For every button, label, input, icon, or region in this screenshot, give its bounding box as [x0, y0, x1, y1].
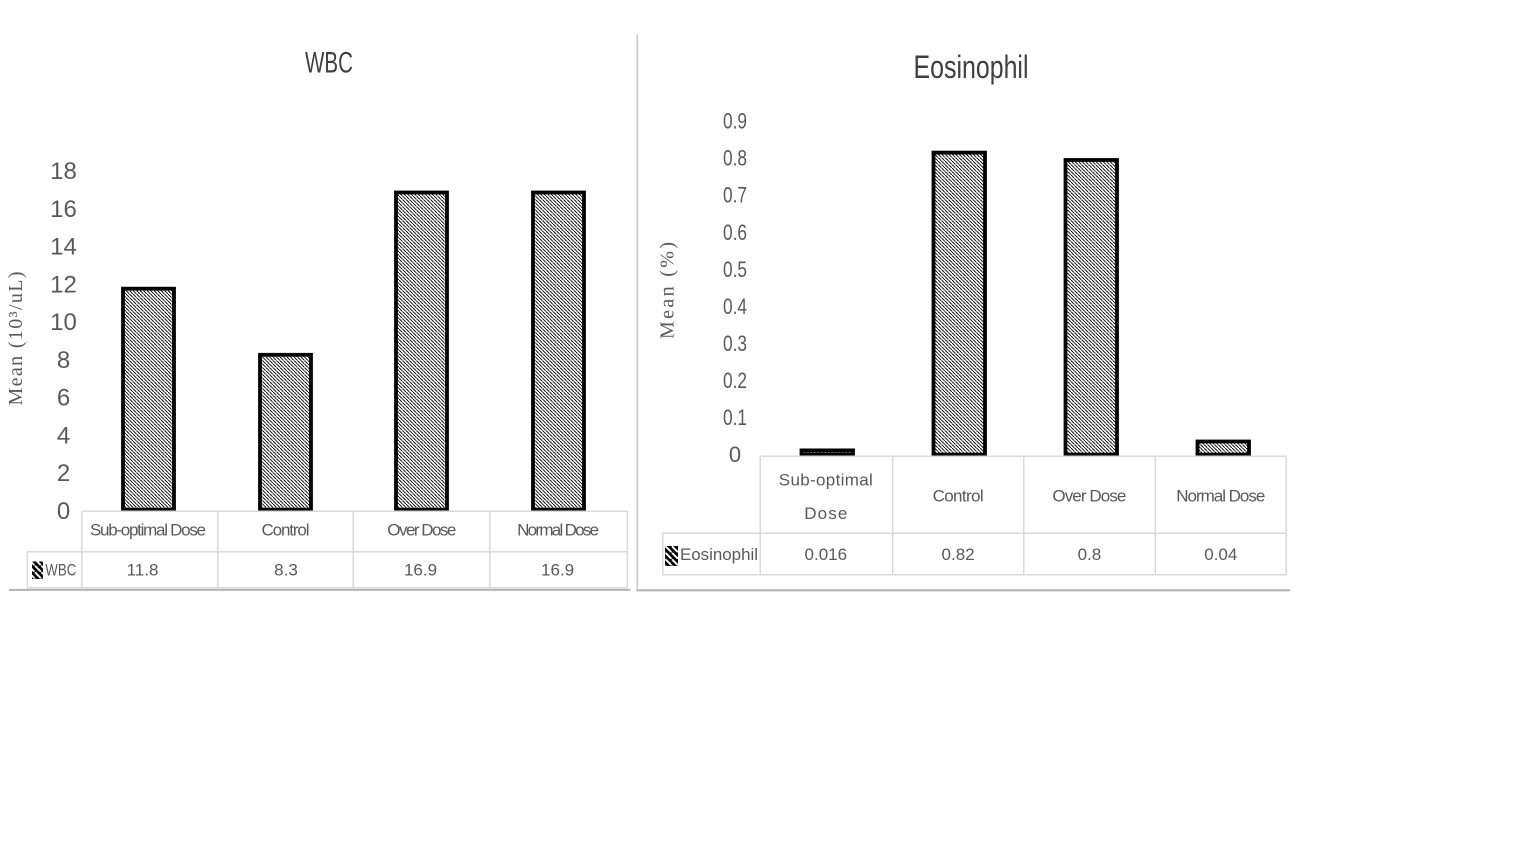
- svg-text:0: 0: [57, 498, 70, 525]
- svg-text:16.9: 16.9: [404, 560, 437, 579]
- svg-text:WBC: WBC: [305, 47, 353, 80]
- svg-text:8.3: 8.3: [274, 560, 298, 579]
- svg-text:0.016: 0.016: [805, 545, 848, 564]
- svg-text:0: 0: [729, 442, 741, 467]
- svg-text:2: 2: [57, 460, 70, 487]
- svg-text:0.2: 0.2: [723, 368, 747, 393]
- svg-text:Mean (%): Mean (%): [657, 242, 679, 339]
- svg-text:4: 4: [57, 422, 70, 449]
- svg-text:Sub-optimal: Sub-optimal: [779, 471, 873, 490]
- svg-text:Normal Dose: Normal Dose: [517, 520, 599, 539]
- svg-text:Eosinophil: Eosinophil: [914, 49, 1029, 85]
- svg-text:0.4: 0.4: [723, 294, 747, 319]
- svg-text:0.9: 0.9: [723, 109, 747, 134]
- svg-text:Control: Control: [262, 520, 310, 539]
- svg-text:16.9: 16.9: [541, 560, 574, 579]
- svg-text:Over Dose: Over Dose: [387, 520, 456, 539]
- svg-text:0.3: 0.3: [723, 331, 747, 356]
- svg-text:16: 16: [50, 196, 77, 223]
- svg-text:11.8: 11.8: [127, 560, 159, 579]
- svg-text:Over Dose: Over Dose: [1052, 487, 1126, 506]
- svg-text:0.8: 0.8: [723, 146, 747, 171]
- svg-text:Control: Control: [933, 487, 984, 506]
- svg-text:10: 10: [50, 309, 77, 336]
- svg-text:0.8: 0.8: [1078, 545, 1102, 564]
- svg-text:0.1: 0.1: [723, 405, 747, 430]
- svg-text:0.82: 0.82: [942, 545, 975, 564]
- svg-text:Mean (10³/uL): Mean (10³/uL): [5, 272, 27, 406]
- svg-text:6: 6: [57, 385, 70, 412]
- svg-text:Normal Dose: Normal Dose: [1176, 487, 1265, 506]
- svg-text:Dose: Dose: [804, 504, 847, 523]
- svg-text:WBC: WBC: [45, 560, 76, 579]
- svg-text:0.5: 0.5: [723, 257, 747, 282]
- svg-text:Eosinophil: Eosinophil: [680, 545, 758, 564]
- svg-text:Sub-optimal Dose: Sub-optimal Dose: [90, 520, 206, 539]
- svg-text:18: 18: [50, 158, 77, 185]
- svg-text:0.7: 0.7: [723, 183, 747, 208]
- svg-text:12: 12: [50, 272, 77, 299]
- svg-text:14: 14: [50, 234, 77, 261]
- svg-text:0.04: 0.04: [1204, 545, 1237, 564]
- svg-text:0.6: 0.6: [723, 220, 747, 245]
- svg-text:8: 8: [57, 347, 70, 374]
